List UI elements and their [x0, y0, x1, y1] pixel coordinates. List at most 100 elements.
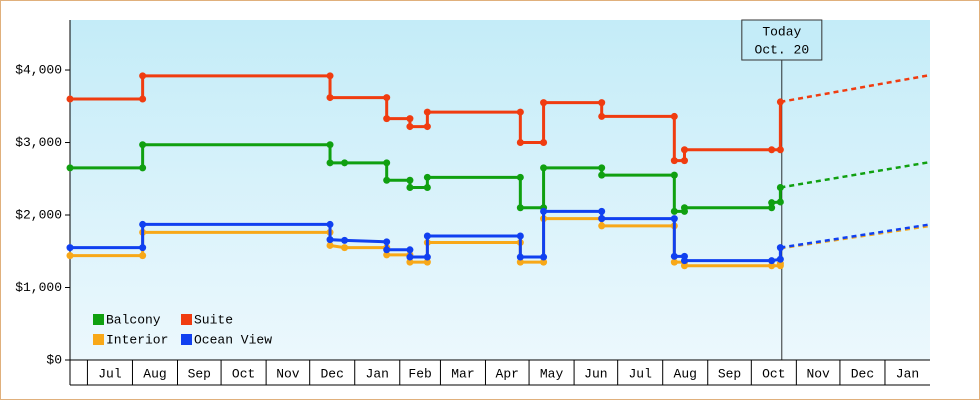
price-point	[680, 157, 688, 165]
price-point	[768, 257, 776, 265]
x-tick-label: Jul	[98, 366, 122, 381]
price-point	[598, 222, 606, 230]
price-point	[768, 262, 776, 270]
price-point	[406, 123, 414, 131]
legend-label: Interior	[106, 332, 168, 347]
price-point	[139, 164, 147, 172]
price-point	[326, 220, 334, 228]
price-point	[423, 232, 431, 240]
x-tick-label: Jun	[584, 366, 607, 381]
price-point	[670, 171, 678, 179]
price-point	[768, 199, 776, 207]
y-tick-label: $3,000	[15, 135, 62, 150]
price-point	[326, 72, 334, 80]
projection-line	[780, 223, 931, 249]
price-point	[598, 207, 606, 215]
price-point	[516, 253, 524, 261]
x-tick-label: Nov	[806, 366, 830, 381]
price-point	[139, 95, 147, 103]
price-point	[139, 244, 147, 252]
price-point	[680, 257, 688, 265]
x-tick-label: Dec	[321, 366, 344, 381]
x-tick-label: Feb	[408, 366, 431, 381]
price-point	[423, 123, 431, 131]
x-tick-label: Jan	[896, 366, 919, 381]
price-point	[341, 159, 349, 167]
projection-line	[780, 73, 931, 104]
y-tick-label: $0	[46, 352, 62, 367]
price-point	[540, 164, 548, 172]
price-point	[326, 241, 334, 249]
x-tick-label: Oct	[232, 366, 255, 381]
price-point	[383, 94, 391, 102]
price-point	[139, 141, 147, 149]
x-tick-label: May	[540, 366, 564, 381]
price-point	[406, 258, 414, 266]
y-tick-label: $2,000	[15, 207, 62, 222]
legend-swatch	[181, 334, 192, 345]
x-tick-label: Dec	[851, 366, 874, 381]
x-tick-label: Nov	[276, 366, 300, 381]
price-point	[540, 207, 548, 215]
price-point	[516, 232, 524, 240]
price-point	[341, 236, 349, 244]
today-date: Oct. 20	[755, 42, 810, 57]
price-point	[66, 95, 74, 103]
price-point	[406, 115, 414, 123]
price-point	[540, 253, 548, 261]
price-point	[383, 246, 391, 254]
price-point	[670, 258, 678, 266]
price-point	[516, 204, 524, 212]
price-point	[680, 262, 688, 270]
legend-label: Suite	[194, 312, 233, 327]
price-point	[406, 176, 414, 184]
legend-swatch	[181, 314, 192, 325]
x-tick-label: Aug	[143, 366, 166, 381]
price-point	[139, 220, 147, 228]
price-point	[139, 72, 147, 80]
legend-label: Ocean View	[194, 332, 272, 347]
price-point	[383, 159, 391, 167]
price-point	[670, 207, 678, 215]
price-point	[776, 183, 784, 191]
price-point	[326, 236, 334, 244]
x-tick-label: Oct	[762, 366, 785, 381]
price-point	[423, 253, 431, 261]
x-tick-label: Jan	[366, 366, 389, 381]
price-point	[516, 108, 524, 116]
x-tick-label: Mar	[451, 366, 474, 381]
x-tick-label: Apr	[496, 366, 519, 381]
price-point	[406, 253, 414, 261]
price-point	[516, 258, 524, 266]
price-point	[776, 255, 784, 263]
price-point	[383, 115, 391, 123]
x-tick-label: Aug	[674, 366, 697, 381]
price-point	[516, 173, 524, 181]
price-point	[406, 183, 414, 191]
price-point	[66, 252, 74, 260]
legend-swatch	[93, 334, 104, 345]
price-point	[383, 251, 391, 259]
price-point	[670, 215, 678, 223]
price-point	[406, 246, 414, 254]
y-tick-label: $4,000	[15, 62, 62, 77]
legend-label: Balcony	[106, 312, 161, 327]
price-point	[341, 244, 349, 252]
price-point	[540, 258, 548, 266]
price-point	[768, 204, 776, 212]
price-point	[423, 258, 431, 266]
price-point	[670, 112, 678, 120]
price-point	[776, 198, 784, 206]
x-tick-label: Sep	[188, 366, 211, 381]
x-tick-label: Sep	[718, 366, 741, 381]
legend-swatch	[93, 314, 104, 325]
y-tick-label: $1,000	[15, 280, 62, 295]
price-point	[326, 159, 334, 167]
price-point	[383, 238, 391, 246]
price-point	[66, 164, 74, 172]
x-tick-label: Jul	[628, 366, 652, 381]
price-point	[598, 164, 606, 172]
price-point	[540, 99, 548, 107]
plot-area	[70, 20, 930, 360]
